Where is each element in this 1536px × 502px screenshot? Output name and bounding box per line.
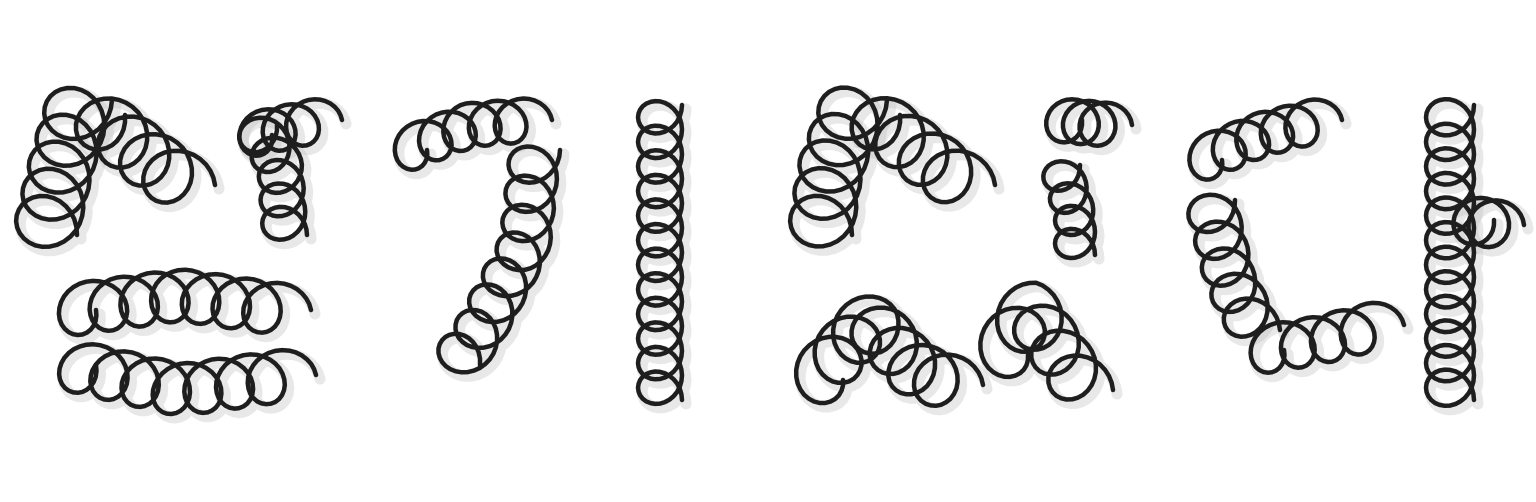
it-vowel-stroke-shadow xyxy=(1041,159,1105,268)
it-ieung-left xyxy=(787,85,890,249)
it-ss-right xyxy=(978,280,1116,402)
it-vowel-branch-shadow xyxy=(1044,97,1142,156)
saeng-vowel-stroke xyxy=(236,115,310,242)
it-vowel-stroke xyxy=(1041,159,1098,261)
saeng-s-stroke-left xyxy=(13,85,115,250)
saeng-s-stroke-right xyxy=(73,96,218,205)
da-vowel-branch xyxy=(1451,195,1527,250)
it-vowel-branch xyxy=(1044,97,1135,149)
gi-vowel-i xyxy=(635,98,685,407)
gi-giyeok-down xyxy=(436,144,563,375)
gi-giyeok-top xyxy=(392,96,555,172)
stroke-layer xyxy=(13,85,1527,417)
da-vowel-a xyxy=(1423,96,1477,409)
gi-vowel-i-shadow xyxy=(636,99,692,414)
da-digeut-down-shadow xyxy=(1186,193,1290,347)
da-digeut-bottom xyxy=(1248,300,1407,375)
it-ss-left xyxy=(793,294,986,409)
da-digeut-top xyxy=(1187,97,1345,182)
saeng-ng-top xyxy=(56,267,314,338)
gi-giyeok-down-shadow xyxy=(437,145,570,382)
it-ieung-right xyxy=(849,96,998,205)
da-vowel-a-shadow xyxy=(1424,97,1484,416)
saeng-vowel-branch xyxy=(237,97,345,159)
saeng-ng-bottom xyxy=(56,342,319,417)
saeng-vowel-branch-shadow xyxy=(237,97,352,166)
da-digeut-down xyxy=(1186,192,1283,339)
